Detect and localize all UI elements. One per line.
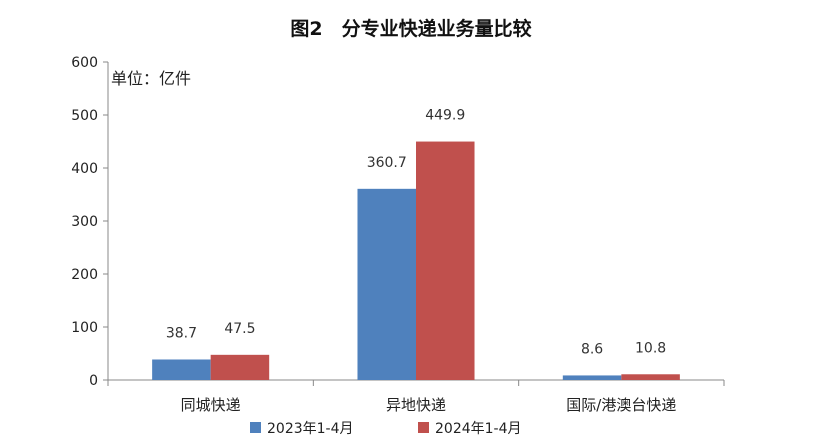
y-tick-label: 200 (71, 267, 98, 283)
legend-label: 2024年1-4月 (435, 421, 522, 437)
category-label: 同城快递 (181, 396, 241, 414)
bar (562, 375, 622, 380)
y-tick-group: 0 100 200 300 400 500 600 (71, 55, 108, 389)
bar (210, 354, 270, 380)
category-label: 异地快递 (386, 396, 446, 414)
data-label: 47.5 (224, 321, 255, 337)
category-label-group: 同城快递 异地快递 国际/港澳台快递 (181, 396, 677, 414)
legend-label: 2023年1-4月 (267, 421, 354, 437)
chart-title: 图2 分专业快递业务量比较 (290, 17, 531, 40)
y-tick-label: 0 (89, 373, 98, 389)
legend-swatch (250, 422, 261, 433)
legend-swatch (418, 422, 429, 433)
y-tick-label: 500 (71, 108, 98, 124)
y-tick-label: 300 (71, 214, 98, 230)
data-label: 8.6 (581, 341, 603, 357)
data-label-group: 38.7 47.5 360.7 449.9 8.6 10.8 (166, 108, 666, 358)
unit-label: 单位：亿件 (111, 69, 191, 88)
bar (152, 359, 211, 380)
y-tick-label: 100 (71, 320, 98, 336)
legend: 2023年1-4月 2024年1-4月 (250, 421, 522, 437)
bar (357, 188, 416, 380)
y-tick-label: 400 (71, 161, 98, 177)
data-label: 38.7 (166, 325, 197, 341)
y-tick-label: 600 (71, 55, 98, 71)
data-label: 449.9 (425, 108, 465, 124)
category-label: 国际/港澳台快递 (566, 396, 676, 414)
data-label: 10.8 (635, 340, 666, 356)
bar-group (152, 141, 680, 380)
bar (416, 141, 475, 380)
x-tick-group (107, 380, 725, 386)
bar (621, 374, 680, 380)
data-label: 360.7 (367, 155, 407, 171)
